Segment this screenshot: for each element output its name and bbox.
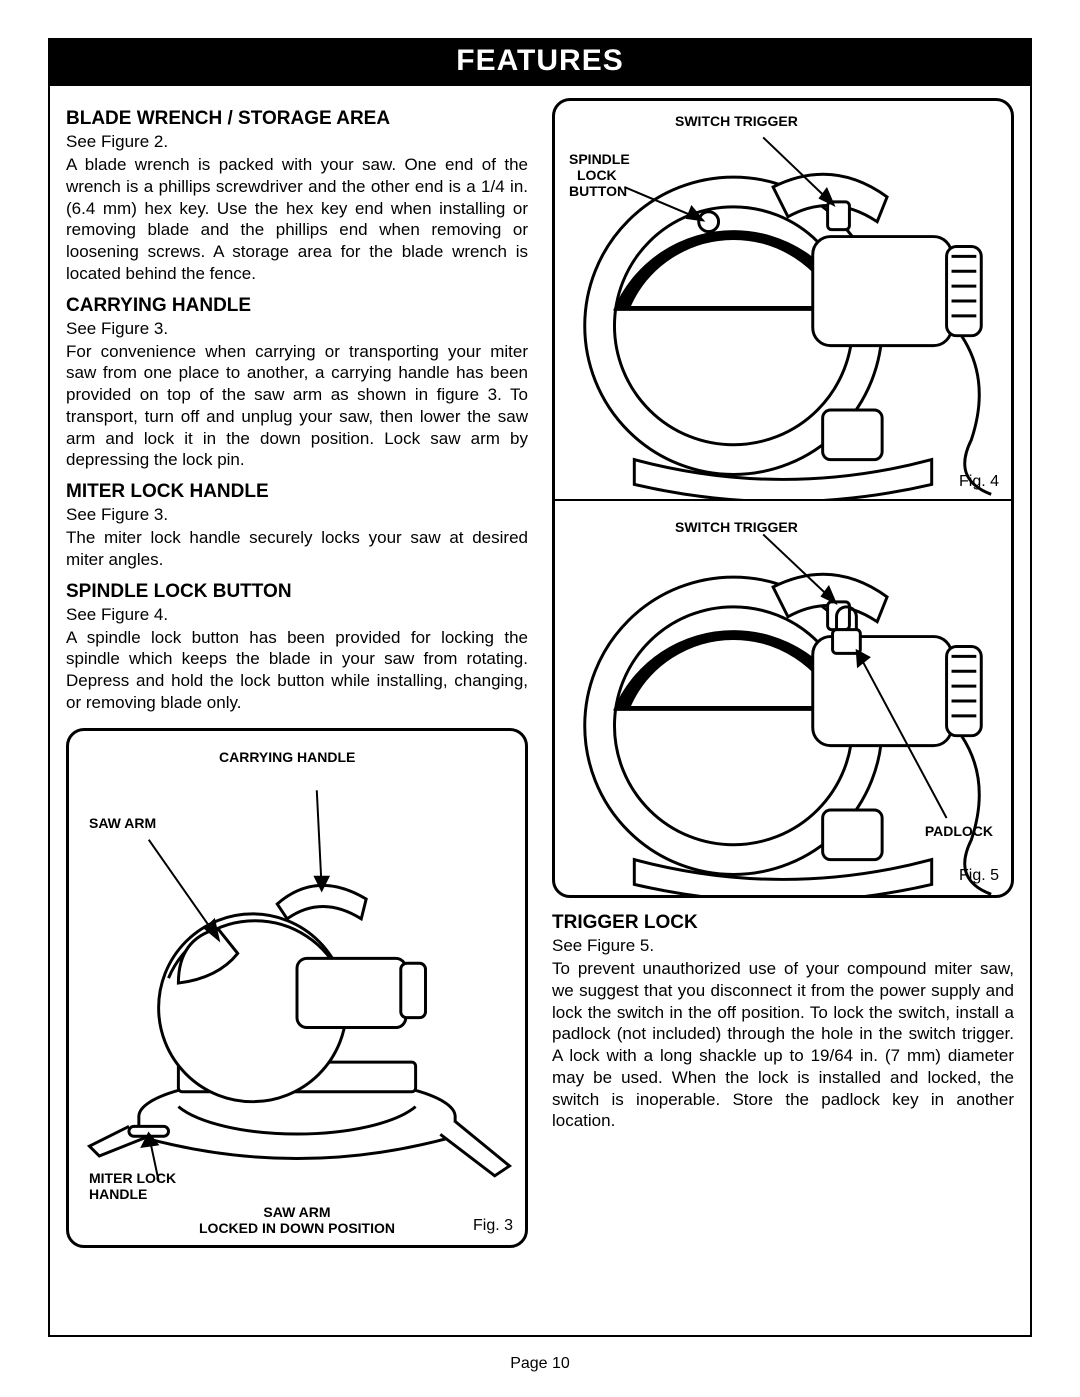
section-title-blade-wrench: BLADE WRENCH / STORAGE AREA	[66, 108, 528, 130]
section-title-trigger-lock: TRIGGER LOCK	[552, 912, 1014, 934]
section-title-carrying-handle: CARRYING HANDLE	[66, 295, 528, 317]
section-title-miter-lock: MITER LOCK HANDLE	[66, 481, 528, 503]
fig4-label-spindle-l2: LOCK	[577, 167, 630, 183]
fig3-label-saw-arm: SAW ARM	[89, 815, 156, 831]
figure-3: CARRYING HANDLE SAW ARM MITER LOCK HANDL…	[66, 728, 528, 1248]
see-figure-trigger-lock: See Figure 5.	[552, 936, 1014, 956]
content-columns: BLADE WRENCH / STORAGE AREA See Figure 2…	[48, 86, 1032, 1260]
page-number: Page 10	[0, 1355, 1080, 1373]
fig5-label-padlock: PADLOCK	[925, 823, 993, 839]
right-column: SWITCH TRIGGER SPINDLE LOCK BUTTON Fig. …	[552, 98, 1014, 1248]
figures-4-5: SWITCH TRIGGER SPINDLE LOCK BUTTON Fig. …	[552, 98, 1014, 898]
figure-3-diagram	[69, 731, 525, 1245]
fig3-label-miter-lock-l1: MITER LOCK	[89, 1170, 176, 1186]
fig5-number: Fig. 5	[959, 867, 999, 885]
left-column: BLADE WRENCH / STORAGE AREA See Figure 2…	[66, 98, 528, 1248]
fig4-number: Fig. 4	[959, 473, 999, 491]
fig3-label-locked-l2: LOCKED IN DOWN POSITION	[199, 1220, 395, 1236]
body-trigger-lock: To prevent unauthorized use of your comp…	[552, 958, 1014, 1132]
fig3-label-locked-l1: SAW ARM	[199, 1204, 395, 1220]
fig3-number: Fig. 3	[473, 1217, 513, 1235]
fig5-label-switch-trigger: SWITCH TRIGGER	[675, 519, 798, 535]
fig4-label-spindle: SPINDLE LOCK BUTTON	[569, 151, 630, 199]
see-figure-blade-wrench: See Figure 2.	[66, 132, 528, 152]
fig4-label-switch-trigger: SWITCH TRIGGER	[675, 113, 798, 129]
body-spindle-lock: A spindle lock button has been provided …	[66, 627, 528, 714]
header-bar: FEATURES	[48, 38, 1032, 86]
fig3-label-carrying-handle: CARRYING HANDLE	[219, 749, 355, 765]
see-figure-spindle-lock: See Figure 4.	[66, 605, 528, 625]
section-title-spindle-lock: SPINDLE LOCK BUTTON	[66, 581, 528, 603]
fig4-label-spindle-l3: BUTTON	[569, 183, 630, 199]
fig3-label-miter-lock: MITER LOCK HANDLE	[89, 1170, 176, 1202]
body-miter-lock: The miter lock handle securely locks you…	[66, 527, 528, 571]
fig4-label-spindle-l1: SPINDLE	[569, 151, 630, 167]
fig3-label-miter-lock-l2: HANDLE	[89, 1186, 176, 1202]
see-figure-carrying-handle: See Figure 3.	[66, 319, 528, 339]
see-figure-miter-lock: See Figure 3.	[66, 505, 528, 525]
body-carrying-handle: For convenience when carrying or transpo…	[66, 341, 528, 472]
header-title: FEATURES	[456, 44, 623, 77]
body-blade-wrench: A blade wrench is packed with your saw. …	[66, 154, 528, 285]
fig3-label-locked: SAW ARM LOCKED IN DOWN POSITION	[199, 1204, 395, 1236]
